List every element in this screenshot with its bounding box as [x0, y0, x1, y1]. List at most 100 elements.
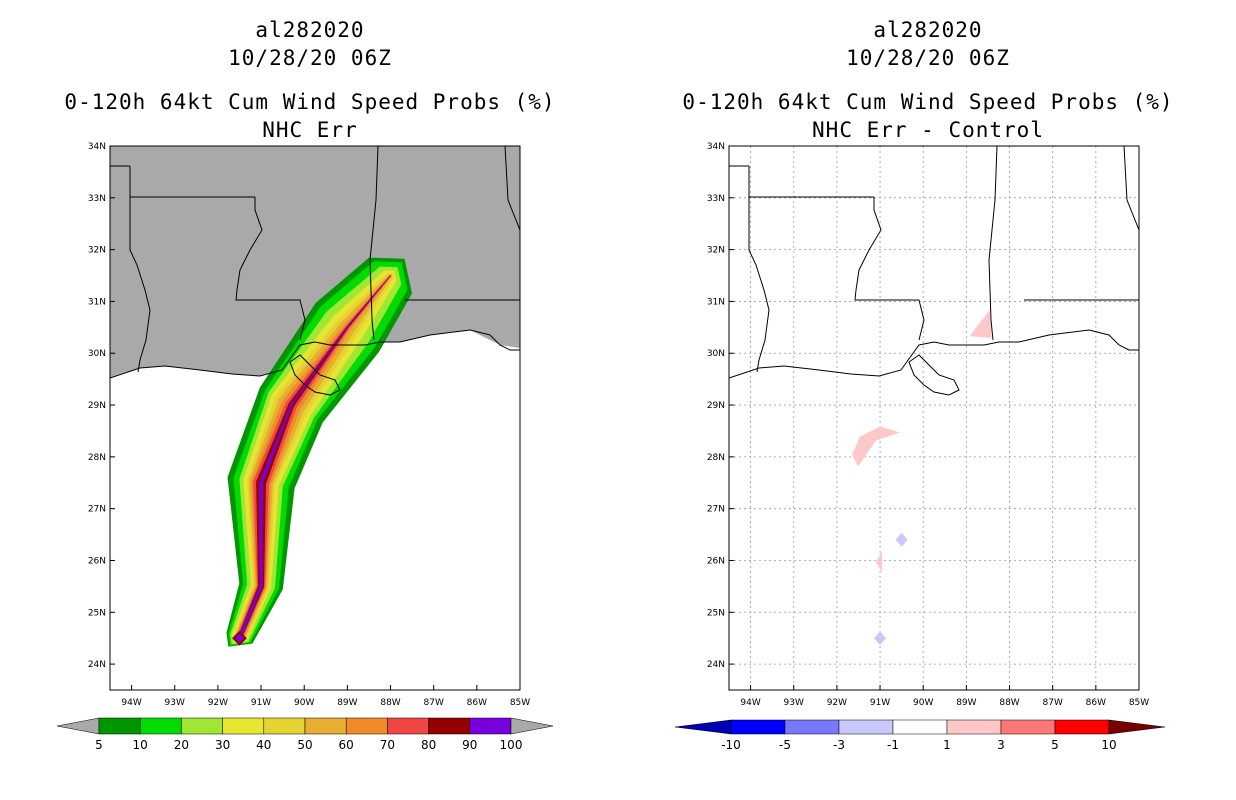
right-title: al282020 10/28/20 06Z 0-120h 64kt Cum Wi…	[618, 16, 1236, 144]
lat-tick-label: 33N	[88, 194, 106, 204]
colorbar-swatch	[304, 717, 347, 735]
colorbar-label: 3	[997, 738, 1005, 752]
right-gridlines	[729, 146, 1139, 690]
right-colorbar: -10 -5 -3 -1 1 3 5 10	[674, 719, 1166, 752]
colorbar-label: -3	[833, 738, 845, 752]
lat-tick-label: 24N	[707, 660, 725, 670]
lat-tick-label: 26N	[88, 556, 106, 566]
colorbar-label: 5	[1051, 738, 1059, 752]
lon-tick-label: 94W	[740, 698, 760, 708]
lon-tick-label: 89W	[956, 698, 976, 708]
colorbar-label: 30	[215, 738, 230, 752]
right-map-frame	[728, 145, 1140, 691]
lon-tick-label: 87W	[1043, 698, 1063, 708]
colorbar-swatch	[946, 719, 1002, 735]
colorbar-swatch	[98, 717, 141, 735]
lon-tick-label: 86W	[1086, 698, 1106, 708]
left-state-border-la-ms	[235, 197, 306, 341]
lon-tick-label: 90W	[294, 698, 314, 708]
lat-tick-label: 25N	[707, 608, 725, 618]
lat-tick-label: 32N	[88, 246, 106, 256]
right-boundaries	[729, 146, 1139, 396]
left-colorbar: 5 10 20 30 40 50 60 70 80 90 100	[56, 717, 554, 752]
left-state-border-ms-al	[369, 146, 379, 341]
lon-tick-label: 90W	[913, 698, 933, 708]
colorbar-swatch	[469, 717, 512, 735]
colorbar-label: 5	[95, 738, 103, 752]
lon-tick-label: 89W	[337, 698, 357, 708]
lat-tick-label: 34N	[88, 142, 106, 152]
lon-tick-label: 93W	[784, 698, 804, 708]
right-title-datetime: 10/28/20 06Z	[846, 46, 1010, 70]
right-state-border-la-ms	[854, 197, 925, 341]
right-title-product: 0-120h 64kt Cum Wind Speed Probs (%)	[682, 90, 1174, 114]
colorbar-over-arrow	[510, 717, 554, 735]
lon-tick-label: 85W	[1129, 698, 1149, 708]
lat-tick-label: 30N	[707, 349, 725, 359]
colorbar-swatch	[181, 717, 223, 735]
left-title: al282020 10/28/20 06Z 0-120h 64kt Cum Wi…	[0, 16, 620, 144]
colorbar-swatch	[1054, 719, 1110, 735]
lon-tick-label: 91W	[251, 698, 271, 708]
colorbar-swatch	[387, 717, 429, 735]
lat-tick-label: 30N	[88, 349, 106, 359]
colorbar-label: 10	[133, 738, 148, 752]
right-difference-regions	[852, 310, 992, 646]
lon-tick-label: 92W	[827, 698, 847, 708]
lat-tick-label: 28N	[707, 453, 725, 463]
lon-tick-label: 88W	[380, 698, 400, 708]
difference-region-negative	[874, 631, 887, 646]
lat-tick-label: 27N	[707, 505, 725, 515]
right-map-background	[729, 146, 1139, 690]
right-title-subtitle: NHC Err - Control	[812, 118, 1044, 142]
right-delta	[908, 354, 960, 396]
lat-tick-label: 33N	[707, 194, 725, 204]
lat-tick-label: 28N	[88, 453, 106, 463]
colorbar-label: 100	[500, 738, 523, 752]
lon-tick-label: 91W	[870, 698, 890, 708]
colorbar-label: 90	[462, 738, 477, 752]
difference-region-negative	[895, 532, 908, 547]
left-state-border-tx-la	[129, 166, 151, 373]
left-title-subtitle: NHC Err	[262, 118, 358, 142]
difference-region-positive	[852, 426, 901, 467]
colorbar-swatch	[838, 719, 894, 735]
colorbar-label: 40	[256, 738, 271, 752]
swath-level-10	[238, 275, 391, 640]
lat-tick-label: 31N	[707, 297, 725, 307]
right-title-storm-id: al282020	[873, 18, 983, 42]
colorbar-under-arrow	[674, 719, 732, 735]
colorbar-label: 80	[421, 738, 436, 752]
lat-tick-label: 29N	[88, 401, 106, 411]
lat-tick-label: 27N	[88, 505, 106, 515]
right-axis-ticks: 34N 33N 32N 31N 30N 29N 28N 27N 26N 25N 24N 94W 93W 9…	[707, 142, 1149, 708]
colorbar-label: 50	[297, 738, 312, 752]
left-map-panel: 34N 33N 32N 31N 30N 29N 28N 27N 26N 25N 24N 94W 93W 9…	[88, 142, 530, 708]
lat-tick-label: 26N	[707, 556, 725, 566]
left-gulf-water	[110, 330, 520, 690]
right-state-border-ms-al	[988, 146, 998, 341]
lon-tick-label: 85W	[510, 698, 530, 708]
lon-tick-label: 86W	[467, 698, 487, 708]
right-state-border-tx-la	[748, 166, 770, 373]
left-probability-swath	[226, 257, 412, 647]
right-coastline	[729, 329, 1139, 379]
colorbar-swatch	[428, 717, 471, 735]
left-state-border-ga	[504, 146, 520, 231]
colorbar-label: 60	[339, 738, 354, 752]
lon-tick-label: 94W	[121, 698, 141, 708]
left-map-frame	[109, 145, 521, 691]
colorbar-swatch	[263, 717, 306, 735]
colorbar-label: 20	[174, 738, 189, 752]
left-title-storm-id: al282020	[255, 18, 365, 42]
lon-tick-label: 87W	[424, 698, 444, 708]
left-title-product: 0-120h 64kt Cum Wind Speed Probs (%)	[64, 90, 556, 114]
colorbar-swatch	[139, 717, 182, 735]
difference-region-positive	[969, 310, 992, 339]
lat-tick-label: 24N	[88, 660, 106, 670]
lat-tick-label: 25N	[88, 608, 106, 618]
lon-tick-label: 92W	[208, 698, 228, 708]
colorbar-label: -10	[721, 738, 741, 752]
right-map-panel: 34N 33N 32N 31N 30N 29N 28N 27N 26N 25N 24N 94W 93W 9…	[707, 142, 1149, 708]
